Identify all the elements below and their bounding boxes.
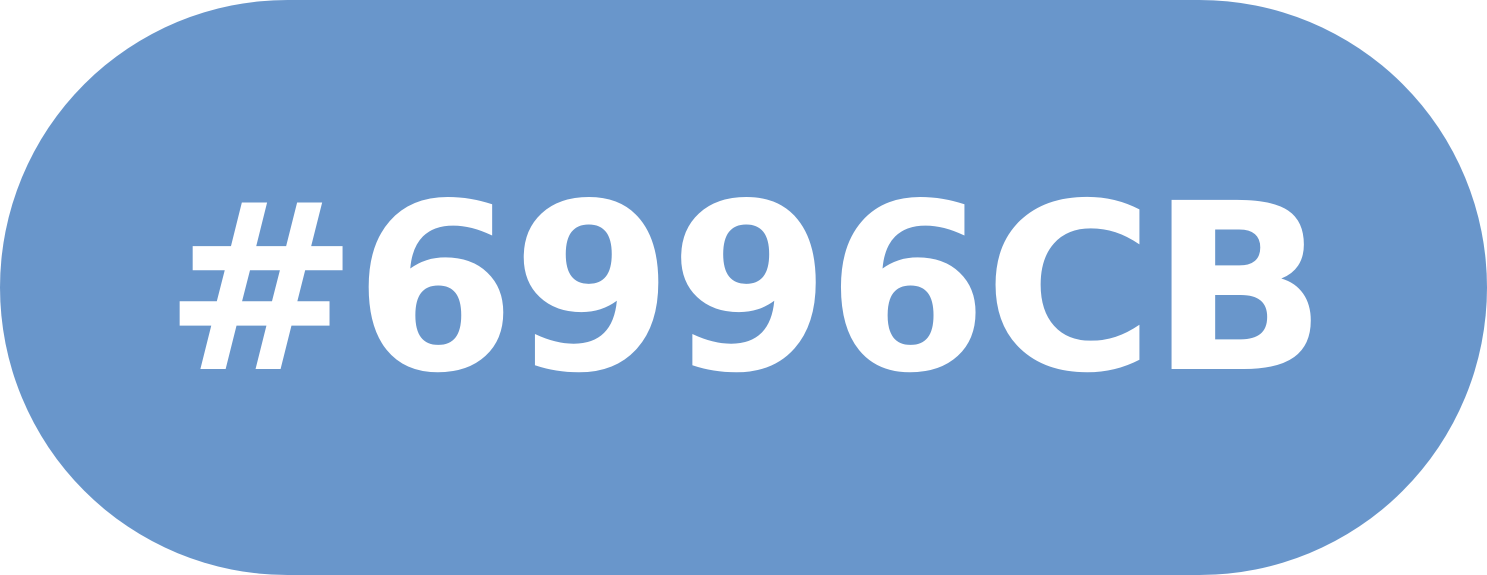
hex-code-label: #6996CB <box>163 153 1327 424</box>
